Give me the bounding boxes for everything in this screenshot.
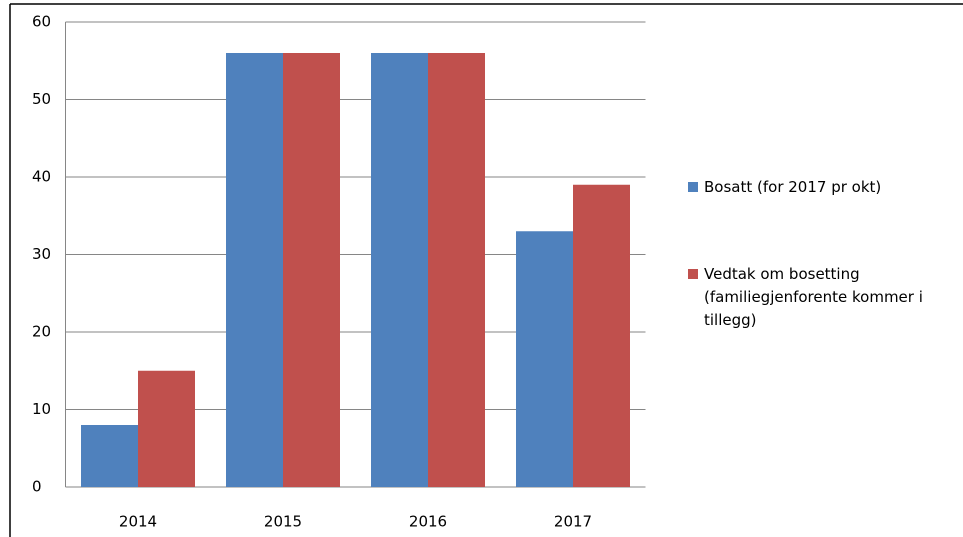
y-tick-label: 50 — [32, 90, 51, 108]
legend-swatch — [688, 269, 698, 279]
x-tick-label: 2016 — [409, 513, 447, 531]
y-tick-label: 60 — [32, 13, 51, 31]
legend-item: Vedtak om bosetting (familiegjenforente … — [688, 263, 958, 332]
bar — [371, 53, 428, 487]
bar — [81, 425, 138, 487]
y-tick-label: 40 — [32, 168, 51, 186]
bar — [573, 184, 630, 487]
x-tick-label: 2017 — [554, 513, 592, 531]
legend: Bosatt (for 2017 pr okt) Vedtak om bosett… — [688, 176, 958, 396]
y-tick-label: 10 — [32, 400, 51, 418]
legend-item: Bosatt (for 2017 pr okt) — [688, 176, 958, 199]
legend-label: Bosatt (for 2017 pr okt) — [704, 178, 882, 196]
x-tick-label: 2014 — [119, 513, 157, 531]
y-tick-label: 30 — [32, 245, 51, 263]
bar — [516, 231, 573, 487]
bar — [138, 370, 195, 487]
y-tick-label: 20 — [32, 323, 51, 341]
x-tick-label: 2015 — [264, 513, 302, 531]
bar — [226, 53, 283, 487]
y-tick-label: 0 — [32, 478, 42, 496]
legend-swatch — [688, 182, 698, 192]
legend-label: Vedtak om bosetting (familiegjenforente … — [704, 265, 923, 329]
bar — [283, 53, 340, 487]
bar — [428, 53, 485, 487]
